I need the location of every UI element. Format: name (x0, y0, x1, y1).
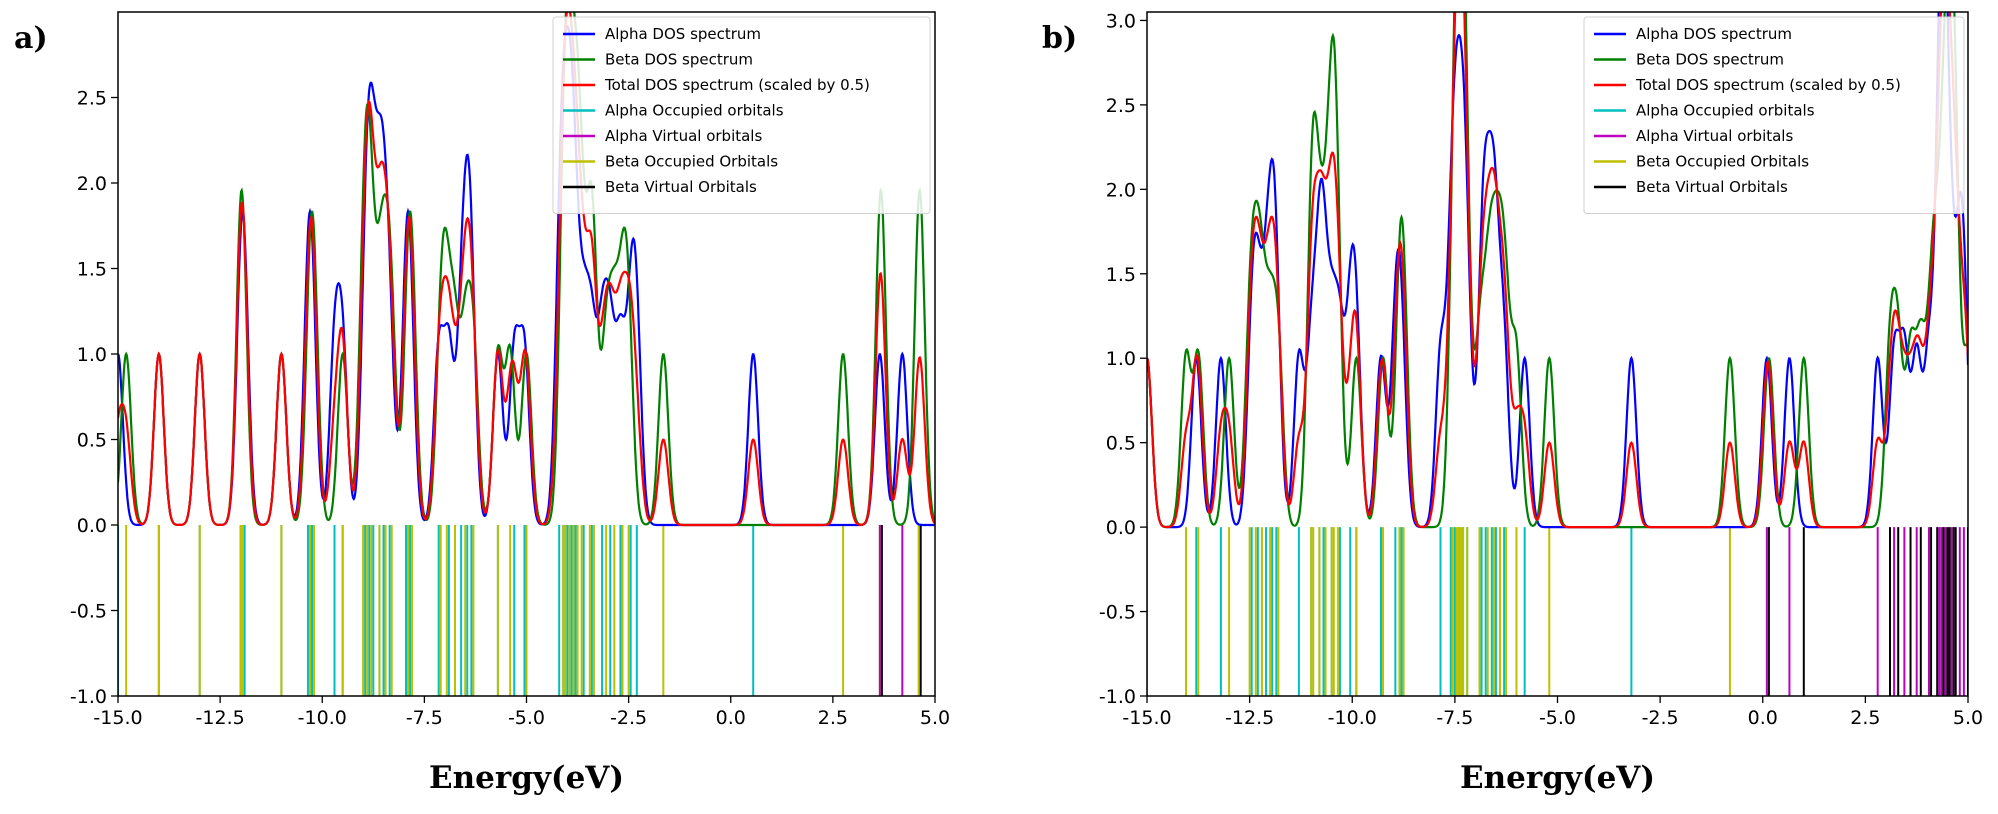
plot-area (118, 12, 935, 696)
y-tick-label: 2.5 (77, 88, 107, 110)
panel-label: a) (14, 21, 48, 56)
y-tick-label: 2.0 (1106, 179, 1136, 201)
legend-label: Beta DOS spectrum (1636, 51, 1784, 69)
x-tick-label: 0.0 (1748, 707, 1778, 729)
x-tick-label: -10.0 (1328, 707, 1377, 729)
legend-box (1583, 16, 1965, 214)
legend-box (552, 16, 931, 214)
x-tick-label: -12.5 (1225, 707, 1274, 729)
x-tick-label: -15.0 (93, 707, 142, 729)
x-tick-label: -5.0 (1539, 707, 1576, 729)
x-tick-label: 2.5 (818, 707, 848, 729)
legend-label: Beta Occupied Orbitals (605, 153, 778, 171)
legend-label: Alpha Occupied orbitals (605, 102, 784, 120)
legend-label: Alpha Virtual orbitals (1636, 127, 1793, 145)
x-tick-label: 2.5 (1850, 707, 1880, 729)
y-tick-label: -0.5 (1099, 602, 1136, 624)
legend-label: Alpha Occupied orbitals (1636, 102, 1815, 120)
x-tick-label: -10.0 (298, 707, 347, 729)
panel-label: b) (1042, 21, 1077, 56)
x-tick-label: 5.0 (1953, 707, 1983, 729)
x-axis-label: Energy(eV) (1460, 760, 1655, 796)
dos-panel-b: b) -15.0 -12.5 -10.0 -7.5 -5.0 -2.5 0.0 2.5 5.0 -1… (1042, 10, 1983, 796)
legend-label: Beta DOS spectrum (605, 51, 753, 69)
total-dos-line (1147, 12, 1968, 529)
x-tick-label: 0.0 (716, 707, 746, 729)
y-tick-label: 2.5 (1106, 95, 1136, 117)
y-tick-label: -1.0 (70, 686, 107, 708)
legend-label: Beta Virtual Orbitals (1636, 178, 1788, 196)
plot-area (1147, 12, 1968, 696)
legend: Alpha DOS spectrum Beta DOS spectrum Total… (1583, 16, 1965, 214)
y-tick-label: 1.0 (1106, 348, 1136, 370)
y-tick-label: 0.0 (1106, 517, 1136, 539)
legend-label: Alpha DOS spectrum (1636, 25, 1792, 43)
y-tick-label: 1.0 (77, 344, 107, 366)
y-tick-label: 0.5 (1106, 433, 1136, 455)
legend-label: Alpha DOS spectrum (605, 25, 761, 43)
y-tick-label: 1.5 (1106, 264, 1136, 286)
legend-label: Total DOS spectrum (scaled by 0.5) (1635, 76, 1901, 94)
x-tick-label: -2.5 (610, 707, 647, 729)
y-tick-label: 2.0 (77, 173, 107, 195)
x-tick-label: -12.5 (196, 707, 245, 729)
legend-label: Beta Occupied Orbitals (1636, 153, 1809, 171)
legend-label: Alpha Virtual orbitals (605, 127, 762, 145)
x-tick-label: -7.5 (406, 707, 443, 729)
y-tick-label: 0.0 (77, 515, 107, 537)
legend-label: Total DOS spectrum (scaled by 0.5) (604, 76, 870, 94)
y-tick-label: 3.0 (1106, 10, 1136, 32)
x-tick-label: -2.5 (1642, 707, 1679, 729)
y-tick-label: 1.5 (77, 259, 107, 281)
x-tick-label: -15.0 (1122, 707, 1171, 729)
total-dos-line (118, 12, 935, 527)
x-axis-label: Energy(eV) (429, 760, 624, 796)
y-tick-label: -0.5 (70, 601, 107, 623)
x-tick-label: -7.5 (1436, 707, 1473, 729)
legend-label: Beta Virtual Orbitals (605, 178, 757, 196)
dos-panel-a: a) -15.0 -12.5 -10.0 -7.5 -5.0 -2.5 0.0 2.5 5.0 -1… (14, 11, 950, 796)
x-tick-label: -5.0 (508, 707, 545, 729)
x-tick-label: 5.0 (920, 707, 950, 729)
legend: Alpha DOS spectrum Beta DOS spectrum Total… (552, 16, 931, 214)
y-tick-label: 0.5 (77, 430, 107, 452)
y-tick-label: -1.0 (1099, 686, 1136, 708)
